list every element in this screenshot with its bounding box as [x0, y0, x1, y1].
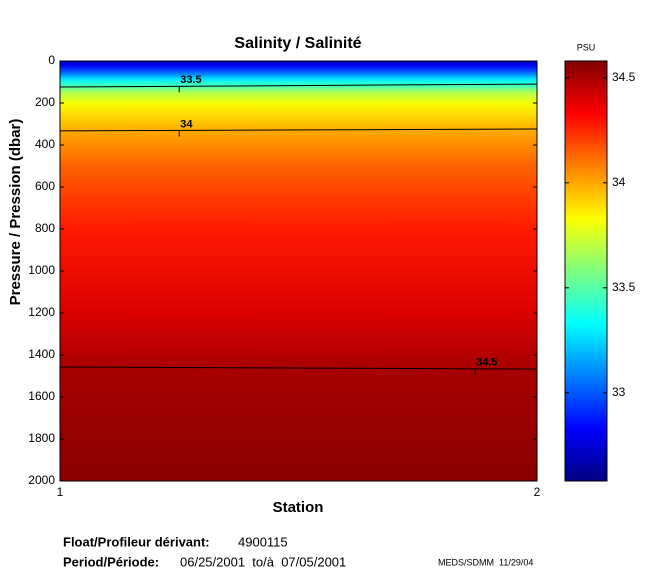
salinity-band [60, 87, 537, 93]
y-tick-label: 800 [35, 221, 55, 235]
float-label: Float/Profileur dérivant: [63, 534, 210, 549]
y-tick-label: 200 [35, 95, 55, 109]
colorbar-tick-label: 34.5 [612, 70, 636, 84]
y-tick-label: 1600 [28, 389, 55, 403]
contour-line [59, 128, 538, 132]
y-tick-label: 600 [35, 179, 55, 193]
y-tick-label: 2000 [28, 473, 55, 487]
y-tick-label: 1400 [28, 347, 55, 361]
y-tick-label: 1800 [28, 431, 55, 445]
y-tick-label: 0 [48, 53, 55, 67]
period-label: Period/Période: [63, 554, 159, 569]
y-tick-label: 400 [35, 137, 55, 151]
y-axis-label: Pressure / Pression (dbar) [7, 119, 24, 306]
y-tick-label: 1200 [28, 305, 55, 319]
period: 06/25/2001 to/à 07/05/2001 [180, 554, 346, 569]
contour-label: 34.5 [476, 357, 497, 369]
x-axis-label: Station [273, 499, 324, 516]
y-tick-label: 1000 [28, 263, 55, 277]
contour-line [59, 83, 538, 88]
x-tick-label: 2 [534, 485, 541, 499]
salinity-band [60, 82, 537, 88]
salinity-band [60, 65, 537, 72]
salinity-band [60, 130, 537, 167]
salinity-band [60, 71, 537, 79]
contour-label: 33.5 [180, 74, 201, 86]
salinity-band [60, 166, 537, 230]
salinity-band [60, 103, 537, 132]
chart-title: Salinity / Salinité [234, 35, 361, 52]
contour-line [59, 366, 538, 370]
colorbar-label: PSU [577, 42, 596, 52]
salinity-band [60, 61, 537, 66]
colorbar-tick-label: 34 [612, 175, 626, 189]
float-id: 4900115 [238, 534, 288, 549]
salinity-band [60, 77, 537, 83]
salinity-band [60, 229, 537, 314]
contour-label: 34 [180, 118, 193, 130]
x-tick-label: 1 [57, 485, 64, 499]
salinity-band [60, 92, 537, 104]
colorbar-tick-label: 33.5 [612, 280, 636, 294]
colorbar-tick-label: 33 [612, 385, 626, 399]
salinity-band [60, 368, 537, 482]
salinity-band [60, 313, 537, 369]
credit: MEDS/SDMM 11/29/04 [438, 557, 533, 567]
colorbar [564, 60, 608, 482]
